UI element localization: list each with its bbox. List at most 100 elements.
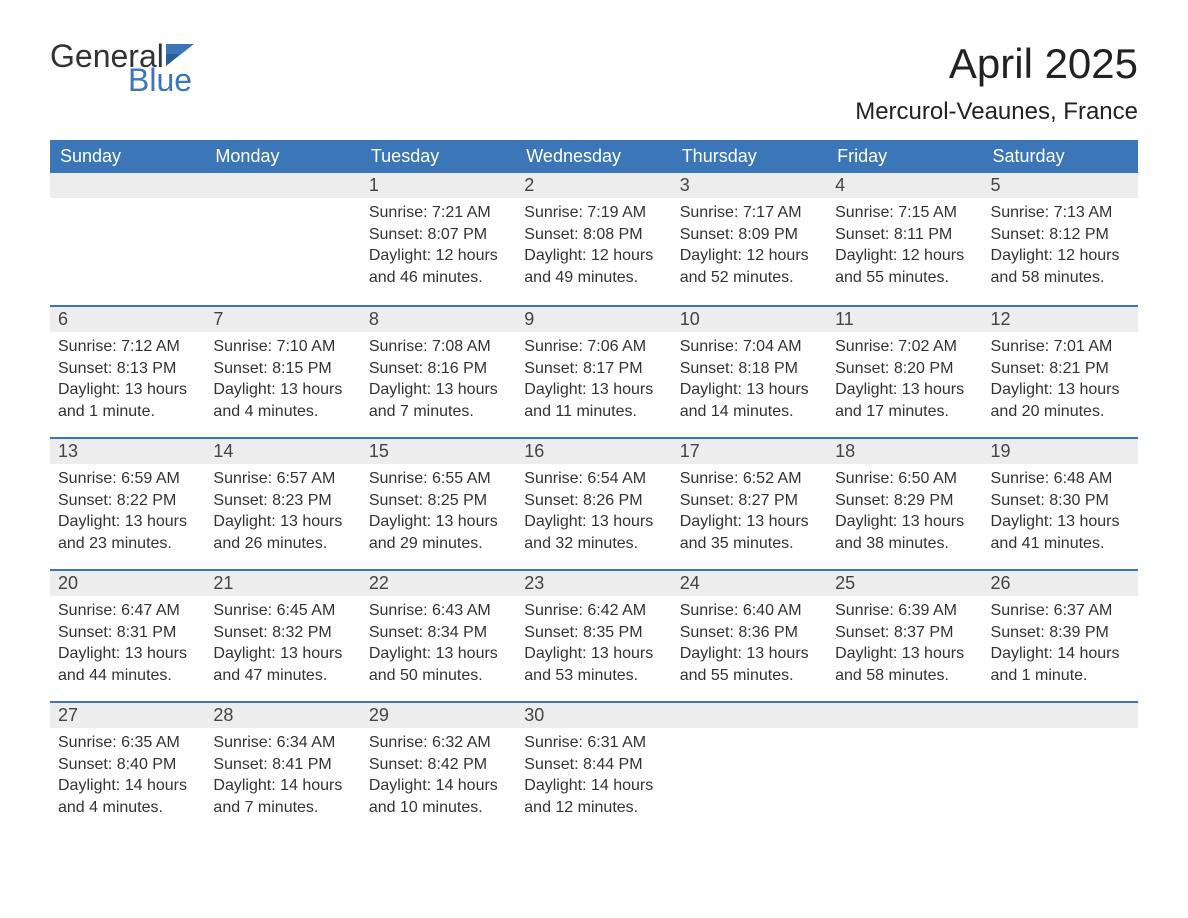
day-number: 14 [205, 439, 360, 464]
calendar-week: 13Sunrise: 6:59 AMSunset: 8:22 PMDayligh… [50, 437, 1138, 569]
day-details: Sunrise: 7:13 AMSunset: 8:12 PMDaylight:… [983, 198, 1138, 302]
daylight-line: Daylight: 14 hours and 1 minute. [991, 643, 1130, 686]
sunrise-line: Sunrise: 6:43 AM [369, 600, 508, 622]
calendar-day: 8Sunrise: 7:08 AMSunset: 8:16 PMDaylight… [361, 307, 516, 437]
calendar-day: 12Sunrise: 7:01 AMSunset: 8:21 PMDayligh… [983, 307, 1138, 437]
day-number: 16 [516, 439, 671, 464]
day-number: 4 [827, 173, 982, 198]
calendar-week: 27Sunrise: 6:35 AMSunset: 8:40 PMDayligh… [50, 701, 1138, 833]
day-details: Sunrise: 6:50 AMSunset: 8:29 PMDaylight:… [827, 464, 982, 568]
sunset-line: Sunset: 8:44 PM [524, 754, 663, 776]
weekday-header: Sunday [50, 140, 205, 173]
daylight-line: Daylight: 13 hours and 4 minutes. [213, 379, 352, 422]
sunrise-line: Sunrise: 6:55 AM [369, 468, 508, 490]
day-number: 10 [672, 307, 827, 332]
day-details: Sunrise: 6:59 AMSunset: 8:22 PMDaylight:… [50, 464, 205, 568]
daylight-line: Daylight: 13 hours and 11 minutes. [524, 379, 663, 422]
calendar-day: 5Sunrise: 7:13 AMSunset: 8:12 PMDaylight… [983, 173, 1138, 305]
sunrise-line: Sunrise: 7:01 AM [991, 336, 1130, 358]
logo-blue-text: Blue [128, 64, 194, 96]
weekday-header: Monday [205, 140, 360, 173]
calendar-day [672, 703, 827, 833]
daylight-line: Daylight: 13 hours and 53 minutes. [524, 643, 663, 686]
day-number: 20 [50, 571, 205, 596]
daylight-line: Daylight: 13 hours and 41 minutes. [991, 511, 1130, 554]
calendar-day [827, 703, 982, 833]
day-details: Sunrise: 7:12 AMSunset: 8:13 PMDaylight:… [50, 332, 205, 436]
calendar-day: 4Sunrise: 7:15 AMSunset: 8:11 PMDaylight… [827, 173, 982, 305]
day-number: 5 [983, 173, 1138, 198]
sunset-line: Sunset: 8:21 PM [991, 358, 1130, 380]
weekday-header: Thursday [672, 140, 827, 173]
daylight-line: Daylight: 13 hours and 50 minutes. [369, 643, 508, 686]
calendar-body: 1Sunrise: 7:21 AMSunset: 8:07 PMDaylight… [50, 173, 1138, 833]
weekday-header: Wednesday [516, 140, 671, 173]
daylight-line: Daylight: 12 hours and 55 minutes. [835, 245, 974, 288]
sunrise-line: Sunrise: 6:54 AM [524, 468, 663, 490]
sunset-line: Sunset: 8:40 PM [58, 754, 197, 776]
daylight-line: Daylight: 13 hours and 7 minutes. [369, 379, 508, 422]
day-number: 17 [672, 439, 827, 464]
calendar-day: 25Sunrise: 6:39 AMSunset: 8:37 PMDayligh… [827, 571, 982, 701]
day-number: 7 [205, 307, 360, 332]
sunrise-line: Sunrise: 7:06 AM [524, 336, 663, 358]
calendar-day: 21Sunrise: 6:45 AMSunset: 8:32 PMDayligh… [205, 571, 360, 701]
sunset-line: Sunset: 8:08 PM [524, 224, 663, 246]
sunset-line: Sunset: 8:41 PM [213, 754, 352, 776]
daylight-line: Daylight: 13 hours and 38 minutes. [835, 511, 974, 554]
day-number [672, 703, 827, 728]
sunset-line: Sunset: 8:36 PM [680, 622, 819, 644]
calendar-day: 26Sunrise: 6:37 AMSunset: 8:39 PMDayligh… [983, 571, 1138, 701]
brand-logo: General Blue [50, 40, 194, 96]
day-details: Sunrise: 6:54 AMSunset: 8:26 PMDaylight:… [516, 464, 671, 568]
sunset-line: Sunset: 8:20 PM [835, 358, 974, 380]
day-number: 27 [50, 703, 205, 728]
page-title: April 2025 [855, 40, 1138, 88]
sunrise-line: Sunrise: 7:21 AM [369, 202, 508, 224]
sunset-line: Sunset: 8:17 PM [524, 358, 663, 380]
daylight-line: Daylight: 12 hours and 46 minutes. [369, 245, 508, 288]
calendar-day: 2Sunrise: 7:19 AMSunset: 8:08 PMDaylight… [516, 173, 671, 305]
daylight-line: Daylight: 13 hours and 58 minutes. [835, 643, 974, 686]
sunrise-line: Sunrise: 7:17 AM [680, 202, 819, 224]
day-number [205, 173, 360, 198]
sunset-line: Sunset: 8:18 PM [680, 358, 819, 380]
sunset-line: Sunset: 8:07 PM [369, 224, 508, 246]
daylight-line: Daylight: 13 hours and 26 minutes. [213, 511, 352, 554]
daylight-line: Daylight: 13 hours and 20 minutes. [991, 379, 1130, 422]
day-number: 2 [516, 173, 671, 198]
day-number: 9 [516, 307, 671, 332]
sunrise-line: Sunrise: 7:04 AM [680, 336, 819, 358]
day-details: Sunrise: 6:47 AMSunset: 8:31 PMDaylight:… [50, 596, 205, 700]
calendar-day: 16Sunrise: 6:54 AMSunset: 8:26 PMDayligh… [516, 439, 671, 569]
sunrise-line: Sunrise: 6:59 AM [58, 468, 197, 490]
sunrise-line: Sunrise: 6:52 AM [680, 468, 819, 490]
sunrise-line: Sunrise: 7:10 AM [213, 336, 352, 358]
sunrise-line: Sunrise: 7:19 AM [524, 202, 663, 224]
day-number: 22 [361, 571, 516, 596]
sunrise-line: Sunrise: 7:13 AM [991, 202, 1130, 224]
day-number: 25 [827, 571, 982, 596]
sunset-line: Sunset: 8:26 PM [524, 490, 663, 512]
sunset-line: Sunset: 8:32 PM [213, 622, 352, 644]
sunset-line: Sunset: 8:23 PM [213, 490, 352, 512]
sunrise-line: Sunrise: 6:48 AM [991, 468, 1130, 490]
weekday-header-row: SundayMondayTuesdayWednesdayThursdayFrid… [50, 140, 1138, 173]
day-details: Sunrise: 7:19 AMSunset: 8:08 PMDaylight:… [516, 198, 671, 302]
calendar-day: 1 Sunrise: 7:21 AMSunset: 8:07 PMDaylight… [361, 173, 516, 305]
daylight-line: Daylight: 13 hours and 44 minutes. [58, 643, 197, 686]
calendar-day: 22Sunrise: 6:43 AMSunset: 8:34 PMDayligh… [361, 571, 516, 701]
calendar-day: 24Sunrise: 6:40 AMSunset: 8:36 PMDayligh… [672, 571, 827, 701]
daylight-line: Daylight: 13 hours and 14 minutes. [680, 379, 819, 422]
daylight-line: Daylight: 13 hours and 29 minutes. [369, 511, 508, 554]
day-number: 1 [361, 173, 516, 198]
location-subtitle: Mercurol-Veaunes, France [855, 98, 1138, 126]
sunrise-line: Sunrise: 6:42 AM [524, 600, 663, 622]
sunrise-line: Sunrise: 7:12 AM [58, 336, 197, 358]
day-number: 6 [50, 307, 205, 332]
day-details: Sunrise: 7:06 AMSunset: 8:17 PMDaylight:… [516, 332, 671, 436]
day-details: Sunrise: 6:52 AMSunset: 8:27 PMDaylight:… [672, 464, 827, 568]
day-number: 8 [361, 307, 516, 332]
daylight-line: Daylight: 14 hours and 4 minutes. [58, 775, 197, 818]
daylight-line: Daylight: 13 hours and 35 minutes. [680, 511, 819, 554]
